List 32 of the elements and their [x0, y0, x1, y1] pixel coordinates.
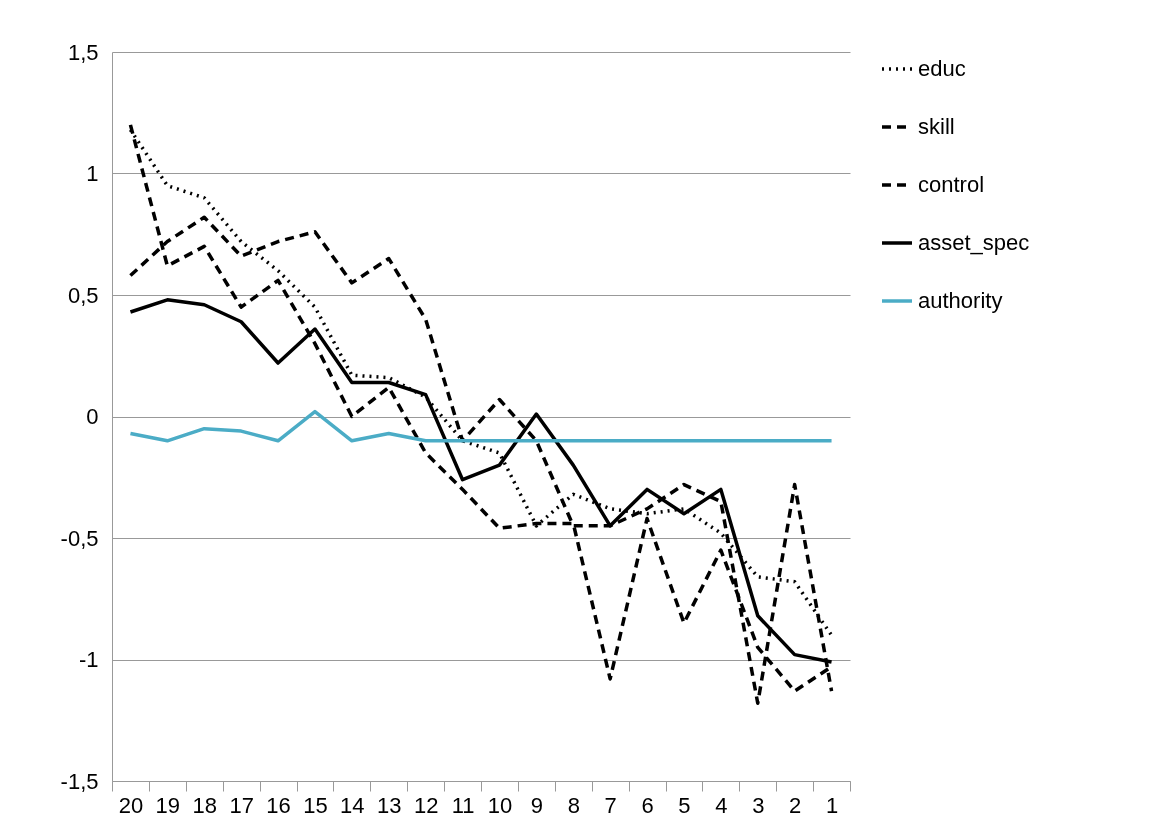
x-tick-label: 8	[567, 792, 580, 818]
x-tick-label: 1	[825, 792, 839, 818]
x-tick-label: 19	[155, 792, 181, 818]
x-tick-label: 16	[266, 792, 291, 818]
x-tick-label: 12	[413, 792, 439, 818]
x-tick-label: 5	[678, 792, 691, 818]
x-tick-label: 9	[530, 792, 543, 818]
x-tick-label: 4	[715, 792, 728, 818]
legend-label: skill	[918, 114, 955, 139]
legend-label: asset_spec	[918, 230, 1030, 255]
x-tick-label: 7	[604, 792, 617, 818]
x-tick-label: 6	[641, 792, 654, 818]
x-tick-label: 2	[789, 792, 802, 818]
y-tick-label: 1	[86, 161, 99, 186]
x-tick-label: 17	[229, 792, 254, 818]
legend-label: authority	[918, 288, 1003, 313]
legend-label: educ	[918, 56, 966, 81]
x-tick-label: 3	[752, 792, 765, 818]
y-tick-label: 0	[86, 404, 99, 429]
legend-label: control	[918, 172, 985, 197]
y-tick-label: 0,5	[67, 282, 99, 308]
x-tick-label: 14	[340, 792, 365, 818]
y-tick-label: -1,5	[60, 768, 99, 794]
x-tick-label: 11	[451, 792, 475, 818]
y-tick-label: -0,5	[60, 525, 99, 551]
x-tick-label: 13	[377, 792, 402, 818]
x-tick-label: 20	[118, 792, 144, 818]
x-tick-label: 10	[487, 792, 513, 818]
y-tick-label: -1	[78, 647, 99, 672]
y-tick-label: 1,5	[67, 39, 99, 65]
x-tick-label: 18	[192, 792, 217, 818]
x-tick-label: 15	[303, 792, 328, 818]
